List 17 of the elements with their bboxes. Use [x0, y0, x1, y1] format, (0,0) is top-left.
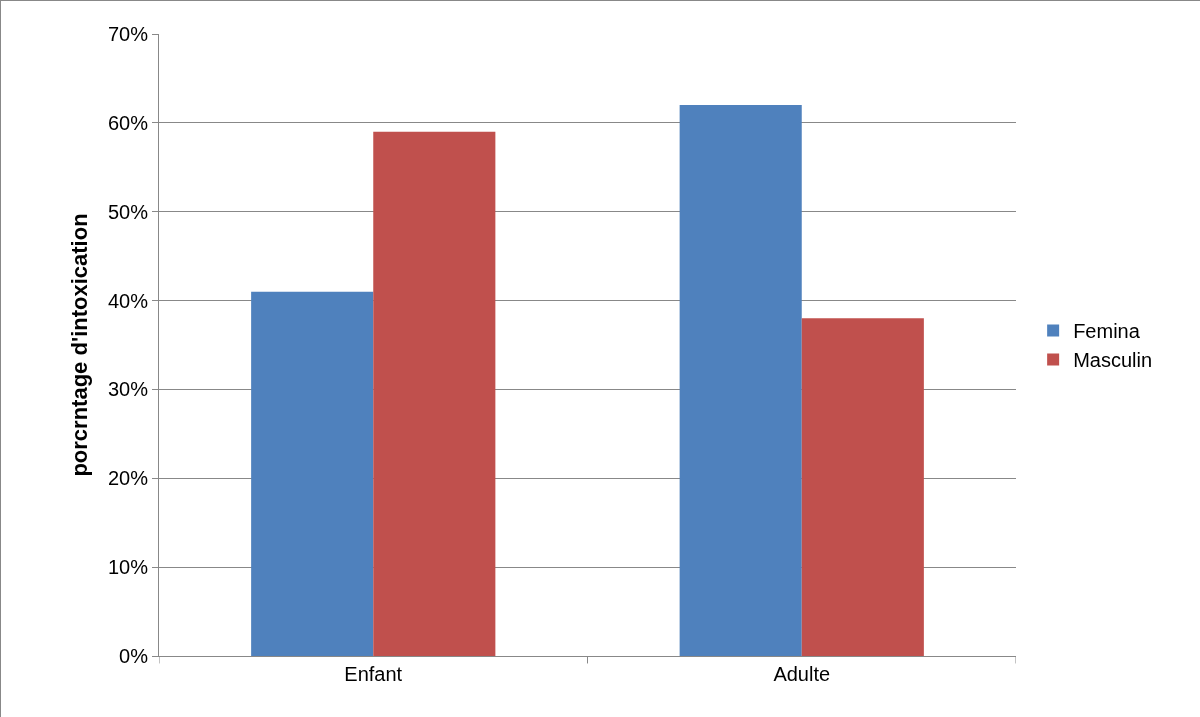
bar [801, 318, 924, 656]
x-tick-label: Adulte [773, 663, 831, 685]
legend-label: Femina [1073, 320, 1141, 343]
y-tick-label: 10% [107, 556, 149, 579]
bar [373, 131, 496, 656]
x-tick-label: Enfant [344, 663, 403, 685]
y-tick-label: 70% [107, 23, 149, 45]
y-tick-label: 40% [107, 289, 149, 312]
y-axis-title: porcrntage d'intoxication [66, 213, 92, 477]
y-tick-label: 50% [107, 200, 149, 223]
y-tick-label: 60% [107, 111, 149, 134]
y-tick-label: 20% [107, 467, 149, 490]
y-tick-label: 30% [107, 378, 149, 401]
y-tick-label: 0% [119, 645, 149, 667]
bar [679, 105, 802, 656]
bar [251, 291, 374, 656]
legend-label: Masculin [1073, 349, 1153, 372]
